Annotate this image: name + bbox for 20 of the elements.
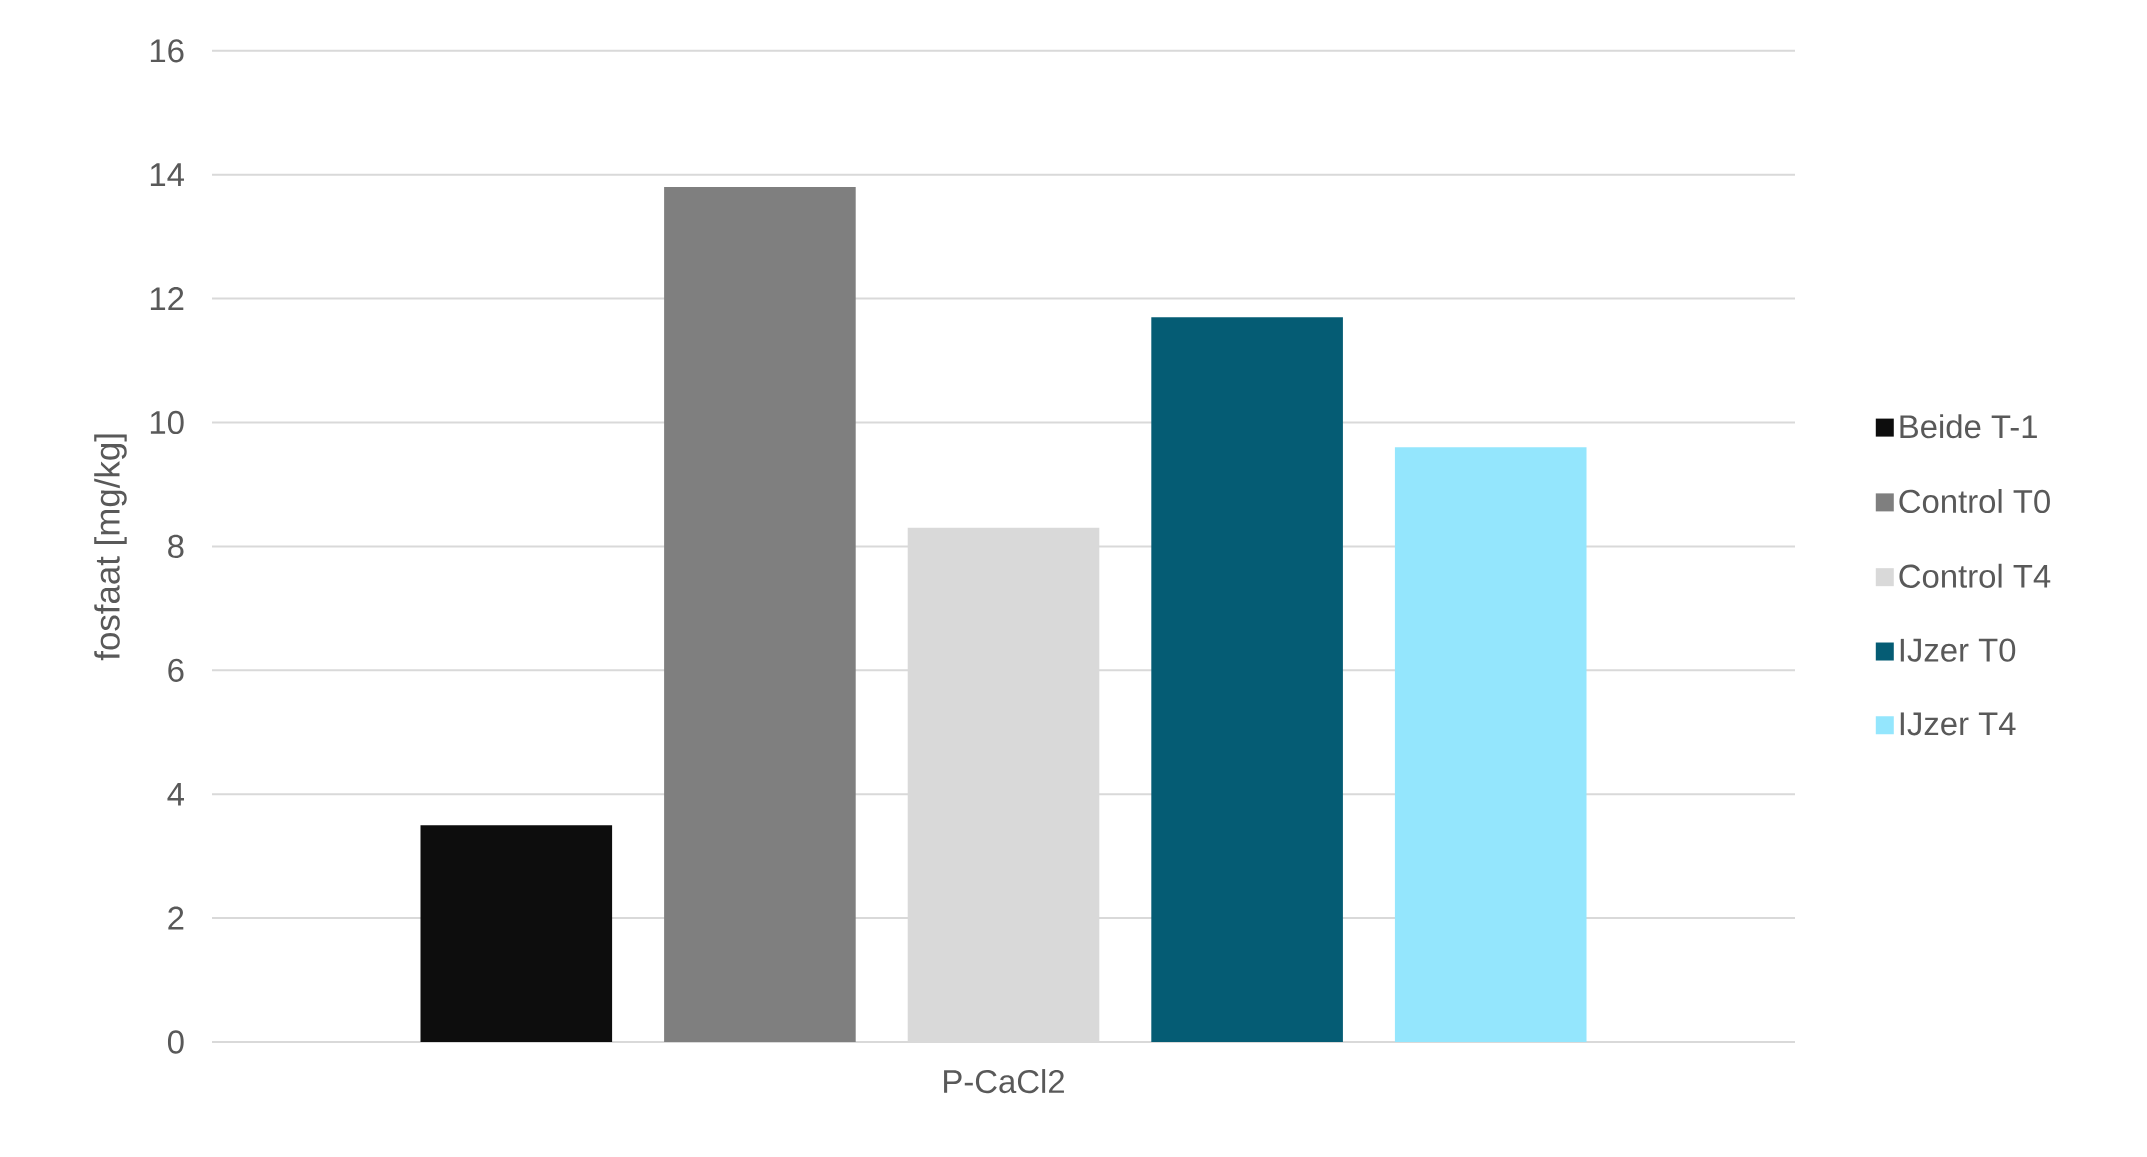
legend-label: IJzer T0: [1900, 638, 2016, 662]
y-tick-label: 14: [150, 163, 184, 186]
bar: [1151, 317, 1343, 1042]
y-tick-label: 12: [150, 287, 184, 311]
y-axis-title: fosfaat [mg/kg]: [94, 434, 127, 661]
legend-label: Beide T-1: [1900, 414, 2037, 439]
y-tick-label: 8: [168, 534, 184, 559]
y-tick-label: 6: [168, 658, 184, 682]
legend-label: Control T0: [1899, 488, 2050, 514]
y-tick-label: 0: [167, 1030, 184, 1054]
y-tick-label: 10: [150, 410, 184, 435]
bar: [420, 825, 613, 1042]
y-tick-label: 2: [168, 906, 184, 930]
bar: [664, 187, 856, 1042]
bar: [1394, 447, 1587, 1042]
y-tick-label: 16: [150, 39, 184, 63]
legend-label: Control T4: [1899, 563, 2051, 588]
legend-label: IJzer T4: [1900, 712, 2016, 736]
x-tick-label: P-CaCl2: [944, 1069, 1064, 1094]
y-tick-label: 4: [167, 782, 184, 806]
